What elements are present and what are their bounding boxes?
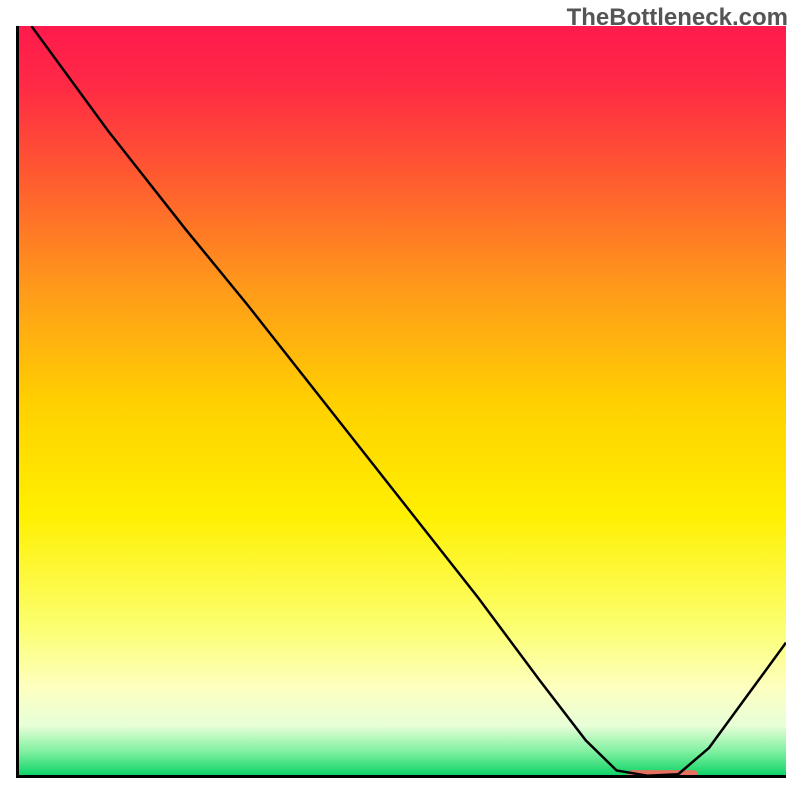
bottleneck-chart	[16, 26, 786, 778]
chart-svg	[16, 26, 786, 778]
chart-background	[16, 26, 786, 778]
chart-container: TheBottleneck.com	[0, 0, 800, 800]
